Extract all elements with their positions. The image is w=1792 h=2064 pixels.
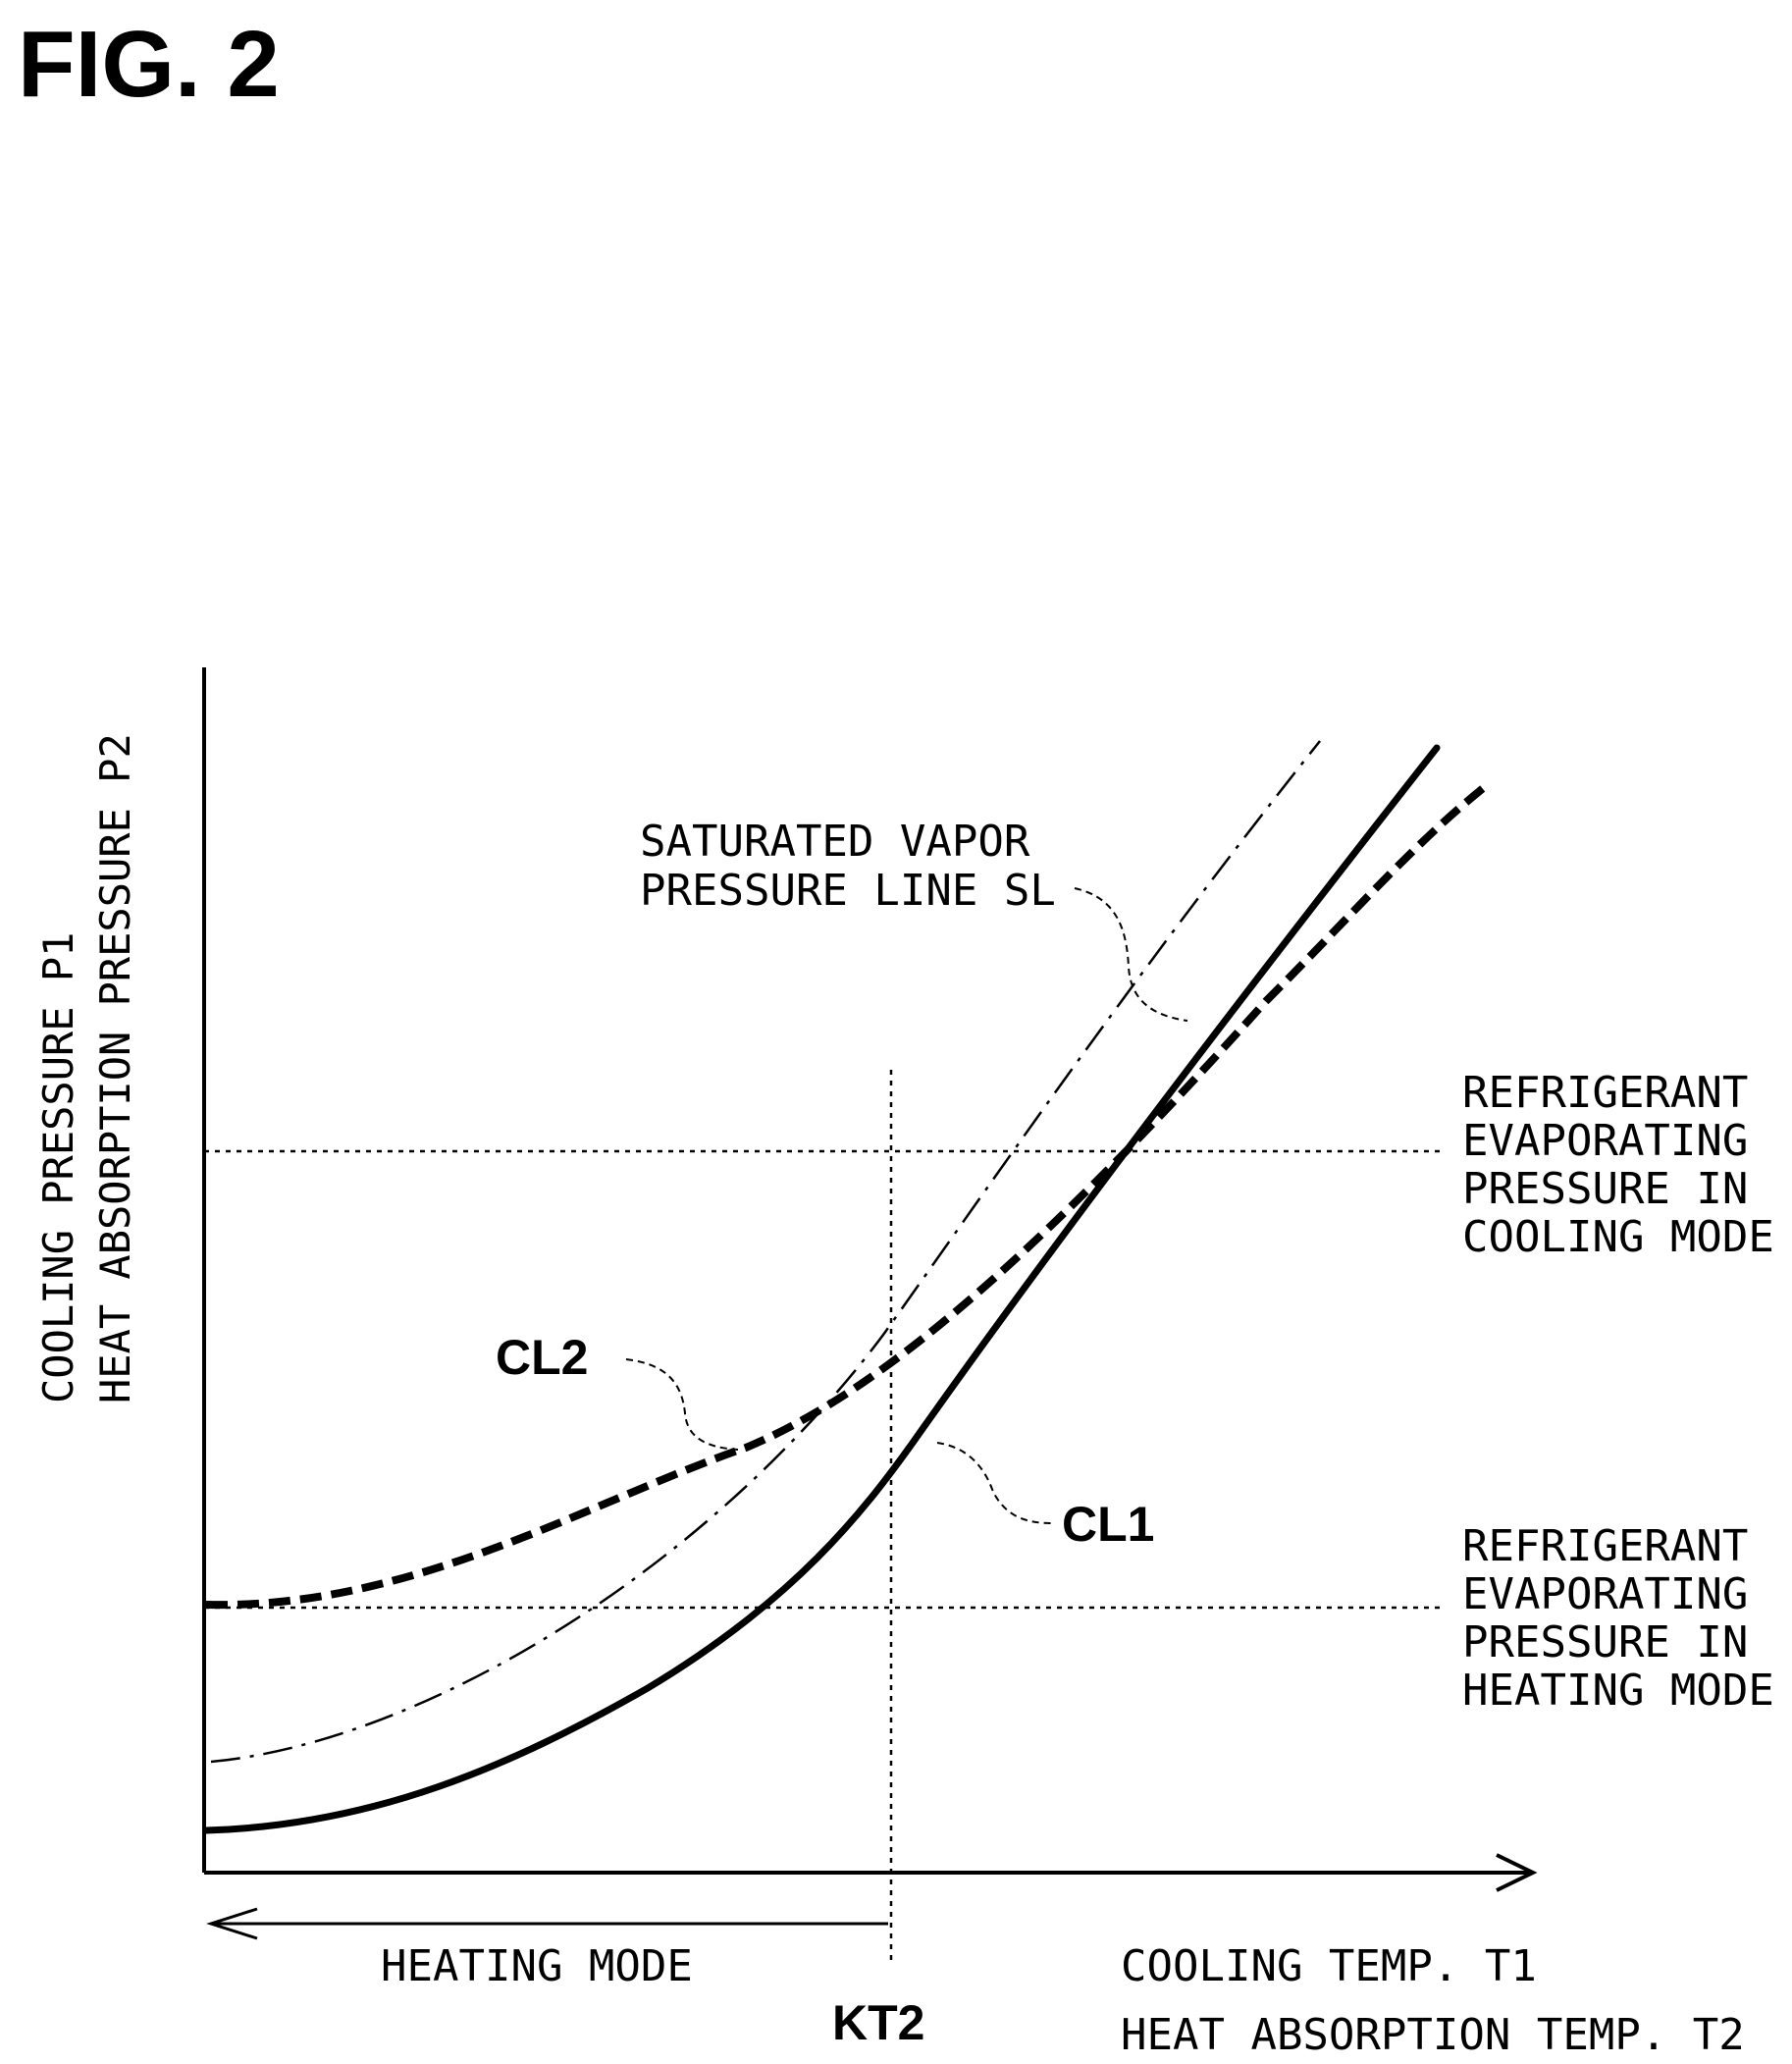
figure-title: FIG. 2 <box>18 12 280 117</box>
heating-mode-label: HEATING MODE <box>381 1941 693 1991</box>
y-axis-label: COOLING PRESSURE P1 HEAT ABSORPTION PRES… <box>34 733 139 1403</box>
cooling-ref-label-line-1: REFRIGERANT <box>1462 1068 1748 1118</box>
kt2-label: KT2 <box>832 1995 924 2050</box>
cl2-leader-line <box>625 1358 739 1451</box>
x-axis-label-line-2: HEAT ABSORPTION TEMP. T2 <box>1121 2010 1745 2060</box>
heating-ref-label-line-1: REFRIGERANT <box>1462 1521 1748 1571</box>
y-axis-label-line-2: HEAT ABSORPTION PRESSURE P2 <box>91 733 139 1403</box>
cooling-ref-label-line-4: COOLING MODE <box>1462 1212 1774 1262</box>
y-axis-label-line-1: COOLING PRESSURE P1 <box>34 932 82 1403</box>
cl1-label: CL1 <box>1062 1497 1154 1552</box>
curve-cl2 <box>205 781 1490 1610</box>
sl-label-line-2: PRESSURE LINE SL <box>640 866 1056 916</box>
sl-leader-line <box>1074 887 1188 1022</box>
x-axis-label-line-1: COOLING TEMP. T1 <box>1121 1941 1537 1991</box>
cooling-ref-label-line-3: PRESSURE IN <box>1462 1164 1748 1214</box>
heating-ref-label-line-4: HEATING MODE <box>1462 1666 1774 1716</box>
x-axis-arrowhead <box>1496 1853 1538 1892</box>
cl1-leader-line <box>936 1442 1053 1524</box>
curve-cl1 <box>202 744 1441 1834</box>
cl2-label: CL2 <box>496 1330 588 1385</box>
heating-ref-label-line-2: EVAPORATING <box>1462 1569 1748 1619</box>
saturated-vapor-pressure-line <box>210 740 1321 1764</box>
sl-label-line-1: SATURATED VAPOR <box>640 817 1030 867</box>
heating-mode-arrowhead <box>206 1907 258 1940</box>
heating-ref-label-line-3: PRESSURE IN <box>1462 1617 1748 1667</box>
cooling-ref-label-line-2: EVAPORATING <box>1462 1116 1748 1166</box>
